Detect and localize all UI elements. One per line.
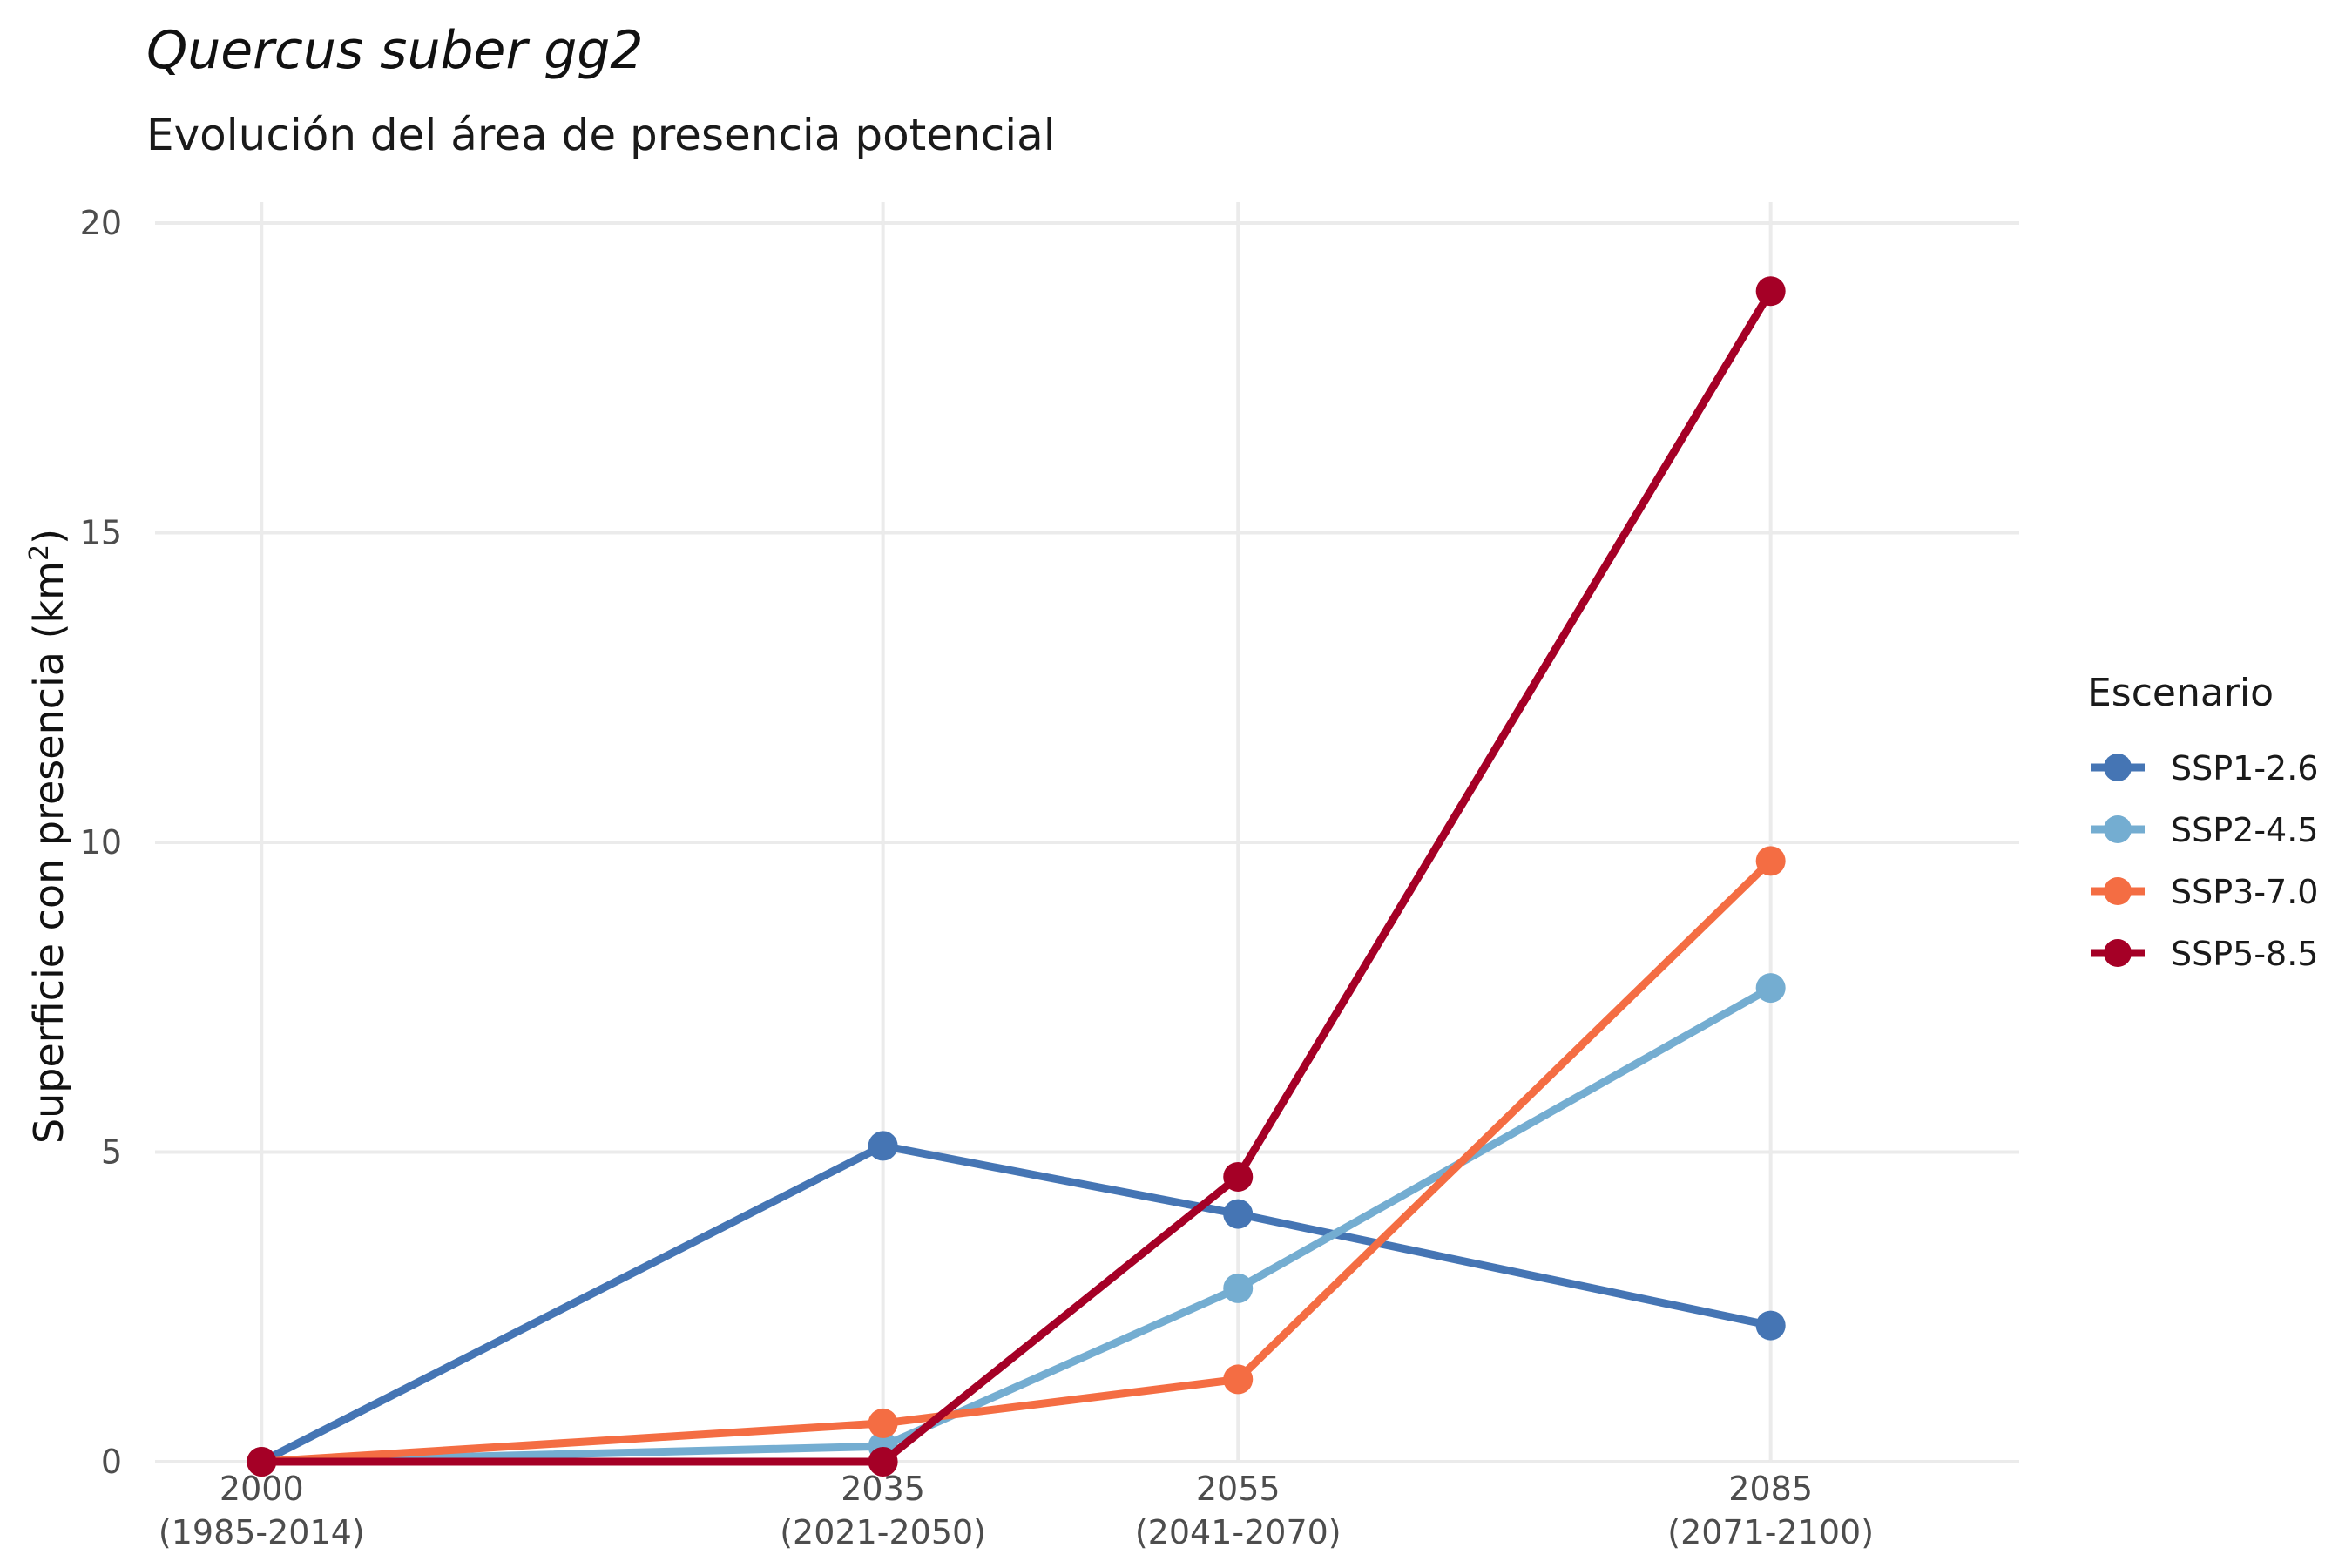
data-point <box>1755 973 1786 1004</box>
series-ssp3-7.0 <box>247 846 1786 1477</box>
x-tick-period-label: (2021-2050) <box>780 1513 986 1551</box>
series-ssp2-4.5 <box>247 973 1786 1477</box>
data-point <box>1223 1161 1254 1192</box>
legend-label: SSP5-8.5 <box>2171 935 2318 973</box>
data-point <box>1755 1310 1786 1341</box>
chart-title: Quercus suber gg2 <box>146 20 644 81</box>
y-axis-label-end: ) <box>25 529 72 544</box>
x-tick-period-label: (1985-2014) <box>159 1513 365 1551</box>
series-line <box>257 856 1775 1466</box>
data-point <box>1223 1364 1254 1395</box>
legend-title: Escenario <box>2087 671 2274 715</box>
legend: Escenario SSP1-2.6 SSP2-4.5 SSP3-7.0 SSP5-8… <box>2087 671 2318 973</box>
data-point <box>247 1447 277 1477</box>
legend-item: SSP3-7.0 <box>2091 873 2318 911</box>
x-axis-ticks: 2000(1985-2014)2035(2021-2050)2055(2041-… <box>159 1470 1874 1551</box>
series-line <box>257 287 1775 1466</box>
legend-item: SSP5-8.5 <box>2091 935 2318 973</box>
legend-key-point <box>2104 754 2132 781</box>
legend-item: SSP2-4.5 <box>2091 811 2318 849</box>
y-axis-ticks: 0 5 10 15 20 <box>80 204 122 1481</box>
x-tick-period-label: (2071-2100) <box>1667 1513 1874 1551</box>
y-tick-label: 10 <box>80 823 122 862</box>
legend-label: SSP2-4.5 <box>2171 811 2318 849</box>
legend-key-point <box>2104 815 2132 843</box>
y-axis-label-superscript: 2 <box>24 544 55 561</box>
data-point <box>868 1447 898 1477</box>
legend-key-point <box>2104 877 2132 905</box>
y-axis-label-main: Superficie con presencia (km <box>25 561 72 1144</box>
data-point <box>1755 846 1786 876</box>
y-tick-label: 5 <box>101 1133 122 1172</box>
data-point <box>1223 1273 1254 1303</box>
chart-subtitle: Evolución del área de presencia potencia… <box>146 110 1056 160</box>
data-point <box>1755 276 1786 307</box>
y-tick-label: 0 <box>101 1443 122 1481</box>
x-tick-label: 2085 <box>1728 1470 1813 1508</box>
x-tick-label: 2055 <box>1196 1470 1281 1508</box>
series-line <box>257 1141 1775 1466</box>
legend-item: SSP1-2.6 <box>2091 749 2318 787</box>
legend-key-point <box>2104 939 2132 967</box>
data-point <box>868 1131 898 1161</box>
y-axis-label: Superficie con presencia (km2) <box>24 529 73 1144</box>
x-tick-period-label: (2041-2070) <box>1135 1513 1342 1551</box>
series-ssp1-2.6 <box>247 1131 1786 1477</box>
data-point <box>1223 1199 1254 1229</box>
grid <box>155 202 2019 1463</box>
series <box>247 276 1786 1477</box>
series-ssp5-8.5 <box>247 276 1786 1477</box>
data-point <box>868 1408 898 1438</box>
y-tick-label: 15 <box>80 514 122 552</box>
series-line <box>257 983 1775 1466</box>
legend-label: SSP3-7.0 <box>2171 873 2318 911</box>
y-tick-label: 20 <box>80 204 122 242</box>
legend-label: SSP1-2.6 <box>2171 749 2318 787</box>
